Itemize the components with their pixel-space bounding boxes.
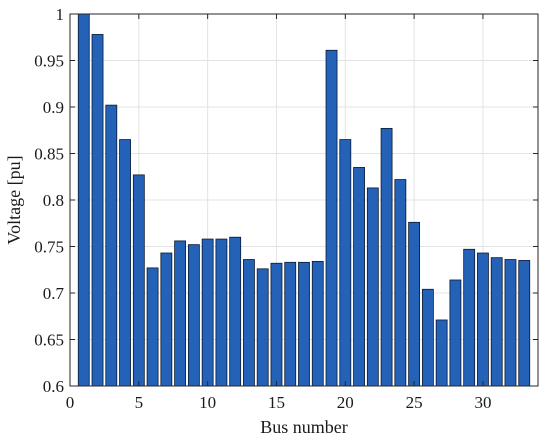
bar-bus-8 bbox=[174, 240, 187, 387]
bar-bus-30 bbox=[477, 252, 489, 387]
y-axis-title: Voltage [pu] bbox=[4, 155, 24, 244]
y-tick-label: 0.7 bbox=[43, 284, 65, 303]
y-tick-label: 0.6 bbox=[43, 377, 64, 396]
x-tick-label: 5 bbox=[135, 393, 144, 412]
y-tick-label: 1 bbox=[56, 5, 65, 24]
bar-bus-26 bbox=[421, 288, 434, 387]
bar-bus-23 bbox=[380, 127, 393, 387]
bar-bus-31 bbox=[490, 257, 503, 387]
bar-bus-10 bbox=[201, 238, 214, 387]
bar-bus-25 bbox=[408, 221, 421, 387]
bar-bus-6 bbox=[146, 267, 159, 387]
y-tick-label: 0.85 bbox=[34, 145, 64, 164]
bar-bus-2 bbox=[91, 34, 104, 387]
x-tick-label: 25 bbox=[406, 393, 423, 412]
bar-bus-5 bbox=[132, 174, 145, 387]
bar-bus-9 bbox=[187, 244, 200, 387]
bar-bus-29 bbox=[463, 248, 476, 387]
bar-bus-11 bbox=[215, 238, 228, 387]
bar-bus-1 bbox=[77, 13, 90, 387]
bar-bus-32 bbox=[504, 259, 517, 387]
x-tick-label: 20 bbox=[337, 393, 354, 412]
y-tick-label: 0.8 bbox=[43, 191, 64, 210]
x-axis-title: Bus number bbox=[260, 417, 348, 437]
tick-layer bbox=[69, 13, 538, 387]
x-tick-label: 0 bbox=[66, 393, 75, 412]
y-tick-label: 0.75 bbox=[34, 238, 64, 257]
bar-bus-33 bbox=[518, 260, 531, 387]
y-tick-label: 0.95 bbox=[34, 52, 64, 71]
bar-bus-24 bbox=[394, 179, 407, 387]
bar-bus-7 bbox=[160, 252, 173, 387]
bar-bus-19 bbox=[325, 49, 338, 387]
bar-bus-22 bbox=[366, 187, 379, 387]
bar-bus-4 bbox=[119, 139, 131, 387]
bar-bus-15 bbox=[270, 262, 283, 387]
tick-label-layer: 0 5 10 15 20 25 30 0.6 0.65 0.7 0.75 0.8 0.85 0.9 0.95… bbox=[34, 5, 491, 412]
bar-bus-3 bbox=[105, 104, 118, 387]
bar-layer bbox=[77, 13, 531, 387]
bar-bus-28 bbox=[449, 279, 462, 387]
bar-bus-14 bbox=[256, 268, 269, 387]
bar-bus-17 bbox=[298, 261, 310, 387]
bar-bus-21 bbox=[353, 167, 365, 387]
bar-bus-13 bbox=[243, 259, 255, 387]
bar-bus-16 bbox=[284, 261, 297, 387]
x-tick-label: 10 bbox=[199, 393, 216, 412]
y-tick-label: 0.65 bbox=[34, 331, 64, 350]
bar-bus-18 bbox=[311, 260, 324, 387]
bar-bus-27 bbox=[435, 319, 448, 387]
x-tick-label: 15 bbox=[268, 393, 285, 412]
bar-bus-20 bbox=[339, 139, 352, 387]
y-tick-label: 0.9 bbox=[43, 98, 64, 117]
bar-bus-12 bbox=[229, 236, 242, 387]
x-tick-label: 30 bbox=[474, 393, 491, 412]
